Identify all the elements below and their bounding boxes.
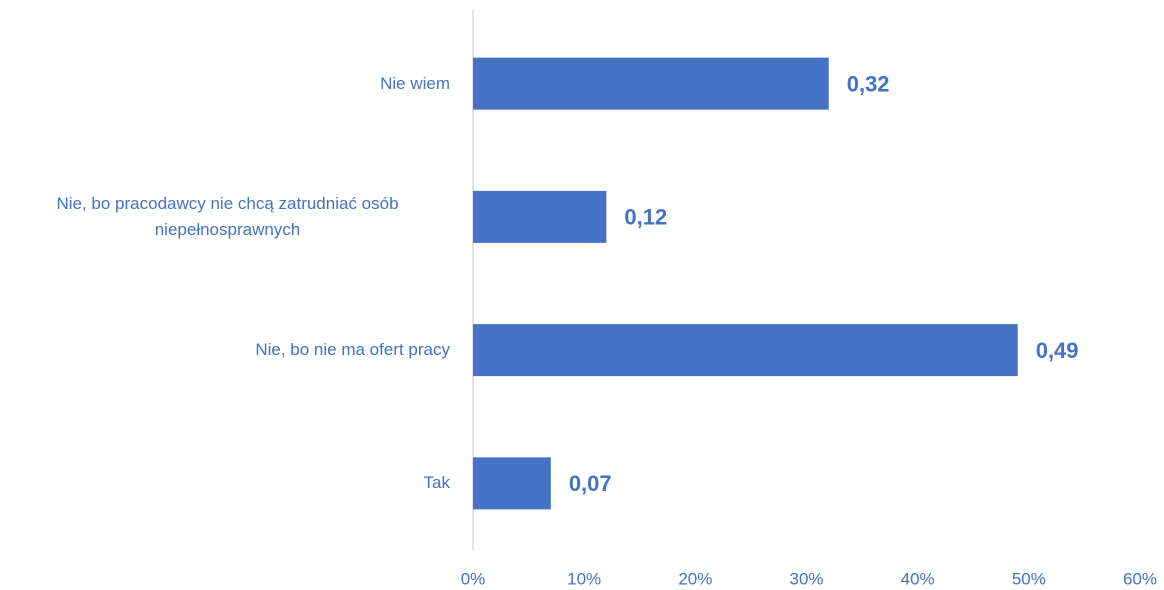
y-tick-label: Nie, bo pracodawcy nie chcą zatrudniać o… (56, 193, 399, 239)
y-tick-label: Tak (423, 473, 450, 493)
value-label: 0,12 (624, 205, 667, 230)
x-tick-label: 20% (678, 569, 712, 588)
x-tick-label: 30% (789, 569, 823, 588)
bar (473, 190, 607, 243)
bar (473, 57, 829, 110)
bar (473, 457, 551, 510)
x-tick-label: 10% (567, 569, 601, 588)
bar (473, 324, 1018, 377)
x-tick-label: 50% (1012, 569, 1046, 588)
x-tick-label: 40% (901, 569, 935, 588)
x-tick-label: 0% (461, 569, 486, 588)
x-tick-label: 60% (1123, 569, 1157, 588)
y-tick-label: Nie, bo nie ma ofert pracy (255, 340, 450, 360)
value-label: 0,49 (1036, 338, 1079, 363)
value-label: 0,32 (847, 71, 890, 96)
y-tick-label: Nie wiem (380, 73, 450, 93)
value-label: 0,07 (569, 471, 612, 496)
